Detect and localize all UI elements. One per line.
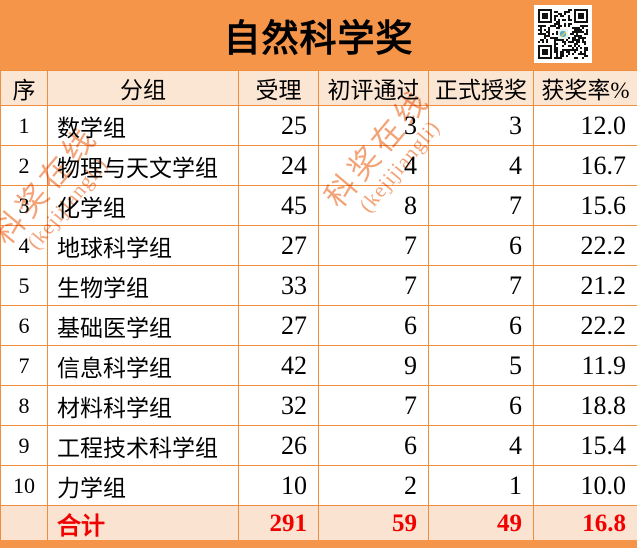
cell-seq: 9: [0, 425, 48, 466]
table-row: 1 数学组 25 3 3 12.0: [0, 105, 637, 146]
cell-group: 材料科学组: [47, 385, 239, 426]
cell-awarded: 3: [428, 105, 534, 146]
table-row: 5 生物学组 33 7 7 21.2: [0, 265, 637, 306]
qr-code-pattern: [538, 9, 588, 59]
award-table-wrap: 序 分组 受理 初评通过 正式授奖 获奖率% 1 数学组 25 3 3 12.0 2 物理与天…: [0, 70, 637, 542]
cell-awarded: 1: [428, 465, 534, 506]
cell-seq: 8: [0, 385, 48, 426]
cell-group: 信息科学组: [47, 345, 239, 386]
header-cell-seq: 序: [0, 70, 48, 106]
table-row: 9 工程技术科学组 26 6 4 15.4: [0, 425, 637, 466]
cell-group: 工程技术科学组: [47, 425, 239, 466]
table-row: 10 力学组 10 2 1 10.0: [0, 465, 637, 506]
header-cell-rate: 获奖率%: [533, 70, 637, 106]
cell-seq: 4: [0, 225, 48, 266]
cell-group: 物理与天文学组: [47, 145, 239, 186]
cell-seq: 5: [0, 265, 48, 306]
cell-awarded: 6: [428, 305, 534, 346]
cell-awarded: 6: [428, 385, 534, 426]
header-row: 序 分组 受理 初评通过 正式授奖 获奖率%: [0, 70, 637, 106]
qr-code: [534, 5, 592, 63]
header-cell-prelim: 初评通过: [318, 70, 429, 106]
cell-rate: 11.9: [533, 345, 637, 386]
cell-accepted: 27: [238, 305, 319, 346]
cell-group: 数学组: [47, 105, 239, 146]
cell-seq: 6: [0, 305, 48, 346]
cell-seq: 10: [0, 465, 48, 506]
cell-rate: 15.4: [533, 425, 637, 466]
cell-prelim: 9: [318, 345, 429, 386]
cell-prelim: 6: [318, 425, 429, 466]
table-row: 8 材料科学组 32 7 6 18.8: [0, 385, 637, 426]
table-row: 4 地球科学组 27 7 6 22.2: [0, 225, 637, 266]
cell-group: 生物学组: [47, 265, 239, 306]
cell-group: 地球科学组: [47, 225, 239, 266]
cell-rate: 21.2: [533, 265, 637, 306]
table-row: 7 信息科学组 42 9 5 11.9: [0, 345, 637, 386]
cell-awarded: 7: [428, 185, 534, 226]
cell-rate: 18.8: [533, 385, 637, 426]
cell-accepted: 32: [238, 385, 319, 426]
table-row: 2 物理与天文学组 24 4 4 16.7: [0, 145, 637, 186]
cell-seq: 7: [0, 345, 48, 386]
cell-rate: 10.0: [533, 465, 637, 506]
page-title: 自然科学奖: [223, 18, 414, 59]
table-header: 序 分组 受理 初评通过 正式授奖 获奖率%: [0, 70, 637, 106]
cell-prelim: 8: [318, 185, 429, 226]
cell-prelim: 7: [318, 265, 429, 306]
cell-prelim: 4: [318, 145, 429, 186]
cell-accepted: 24: [238, 145, 319, 186]
cell-rate: 15.6: [533, 185, 637, 226]
cell-accepted: 10: [238, 465, 319, 506]
cell-accepted: 25: [238, 105, 319, 146]
cell-awarded: 4: [428, 145, 534, 186]
total-cell-accepted: 291: [238, 505, 319, 542]
title-banner: [0, 0, 637, 70]
cell-rate: 22.2: [533, 305, 637, 346]
cell-accepted: 42: [238, 345, 319, 386]
total-cell-awarded: 49: [428, 505, 534, 542]
cell-seq: 2: [0, 145, 48, 186]
cell-rate: 22.2: [533, 225, 637, 266]
cell-awarded: 4: [428, 425, 534, 466]
cell-awarded: 6: [428, 225, 534, 266]
cell-accepted: 27: [238, 225, 319, 266]
award-table: 序 分组 受理 初评通过 正式授奖 获奖率% 1 数学组 25 3 3 12.0 2 物理与天…: [0, 70, 637, 542]
cell-prelim: 6: [318, 305, 429, 346]
cell-prelim: 7: [318, 385, 429, 426]
table-row: 6 基础医学组 27 6 6 22.2: [0, 305, 637, 346]
total-cell-rate: 16.8: [533, 505, 637, 542]
cell-prelim: 3: [318, 105, 429, 146]
cell-awarded: 5: [428, 345, 534, 386]
table-footer: 合计 291 59 49 16.8: [0, 505, 637, 542]
cell-seq: 3: [0, 185, 48, 226]
total-row: 合计 291 59 49 16.8: [0, 505, 637, 542]
total-cell-label: 合计: [47, 505, 239, 542]
cell-group: 化学组: [47, 185, 239, 226]
cell-prelim: 7: [318, 225, 429, 266]
cell-accepted: 33: [238, 265, 319, 306]
cell-accepted: 26: [238, 425, 319, 466]
cell-rate: 12.0: [533, 105, 637, 146]
header-cell-accepted: 受理: [238, 70, 319, 106]
table-row: 3 化学组 45 8 7 15.6: [0, 185, 637, 226]
cell-accepted: 45: [238, 185, 319, 226]
total-cell-seq: [0, 505, 48, 542]
header-cell-group: 分组: [47, 70, 239, 106]
cell-group: 基础医学组: [47, 305, 239, 346]
bottom-strip: [0, 540, 637, 548]
header-cell-awarded: 正式授奖: [428, 70, 534, 106]
table-body: 1 数学组 25 3 3 12.0 2 物理与天文学组 24 4 4 16.7 3 化学组 45 8 7 15.6…: [0, 105, 637, 506]
cell-prelim: 2: [318, 465, 429, 506]
cell-awarded: 7: [428, 265, 534, 306]
cell-group: 力学组: [47, 465, 239, 506]
cell-rate: 16.7: [533, 145, 637, 186]
total-cell-prelim: 59: [318, 505, 429, 542]
cell-seq: 1: [0, 105, 48, 146]
